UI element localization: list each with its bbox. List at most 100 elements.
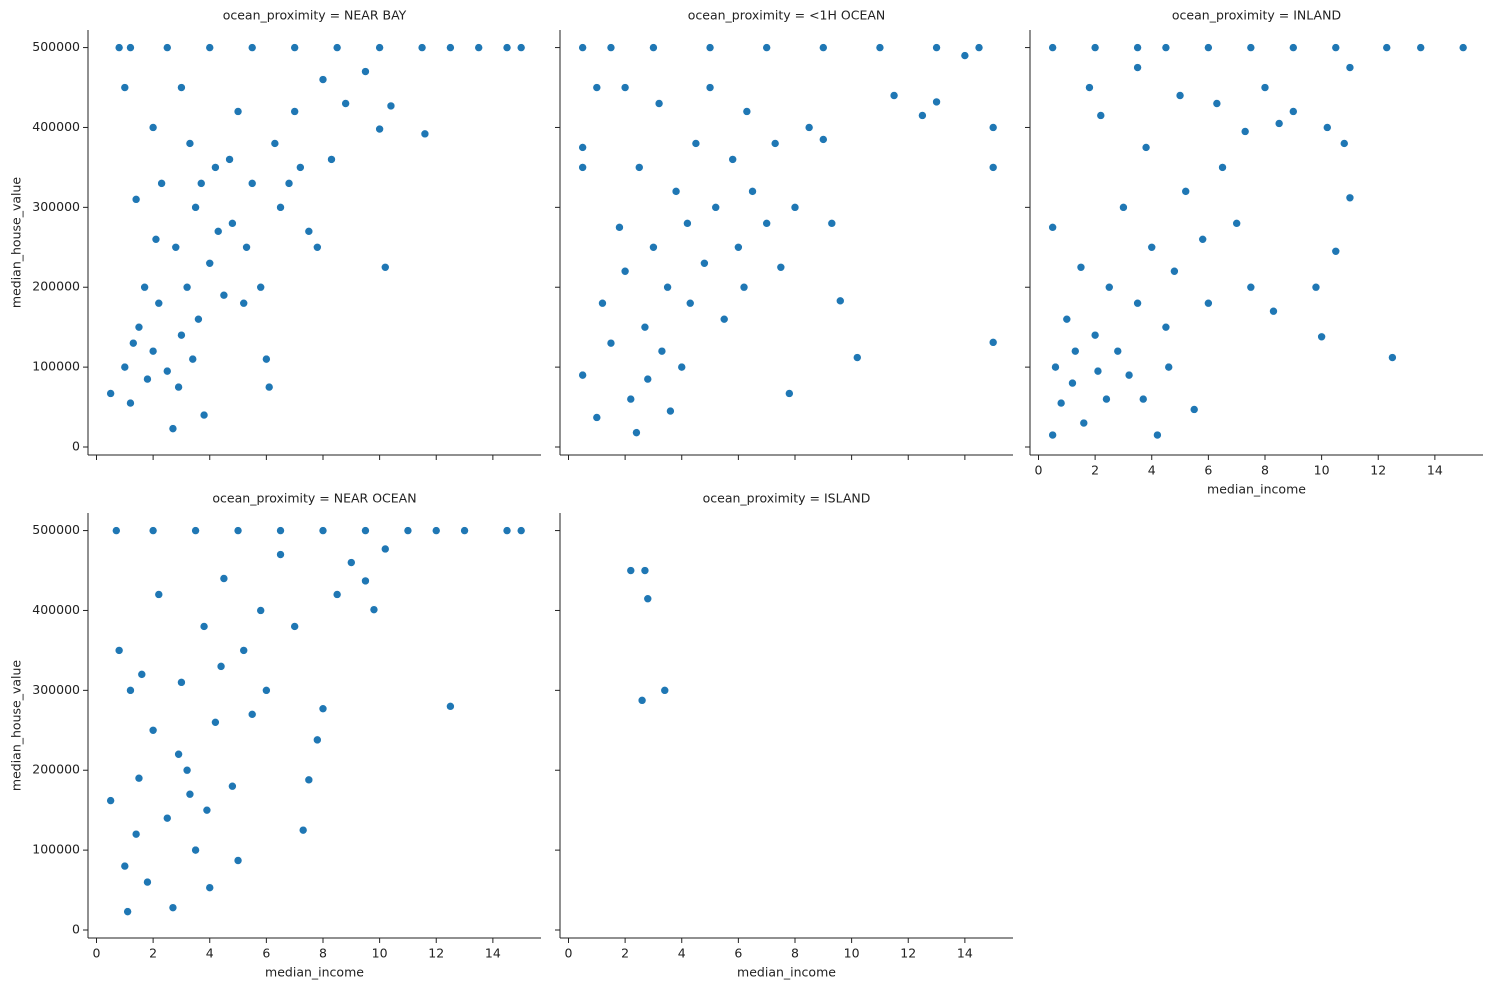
point [242,242,251,252]
point [191,845,200,855]
point [361,526,370,535]
x-tick-label: 6 [1204,463,1212,478]
y-axis-label: median_house_value [9,660,24,792]
x-tick-label: 14 [1427,463,1443,478]
point [126,43,135,52]
point [1204,298,1213,308]
point [988,163,998,172]
point [1085,83,1094,92]
point [683,219,692,228]
point [1416,43,1426,52]
point [1218,163,1227,172]
point [304,227,314,236]
point [120,362,130,372]
point [988,123,998,132]
point [347,558,356,567]
point [148,123,158,132]
point [199,622,209,631]
point [1289,43,1298,52]
point [318,526,328,535]
point [762,43,771,52]
point [213,227,223,236]
point [162,43,172,52]
x-tick-label: 4 [678,946,686,961]
point [361,67,370,76]
point [988,338,998,347]
point [649,242,658,252]
x-tick-label: 2 [1091,463,1099,478]
point [123,907,132,916]
point [705,43,715,52]
point [233,526,243,535]
point [1102,394,1111,404]
point [290,622,299,631]
point [502,43,512,52]
point [578,163,587,172]
point [1331,246,1341,256]
point [114,646,124,655]
point [634,163,644,172]
y-tick-label: 300000 [32,199,80,214]
point [114,43,124,52]
point [262,354,271,364]
point [626,394,636,404]
point [143,877,152,887]
point [134,322,144,332]
point [685,298,695,308]
x-tick-label: 0 [565,946,573,961]
point [666,406,675,416]
point [162,366,172,376]
point [143,374,152,384]
point [151,235,161,244]
x-axis-label: median_income [265,965,364,980]
point [233,107,243,116]
point [1246,43,1256,52]
point [185,789,195,799]
point [205,883,215,892]
point [247,43,257,52]
point [290,107,299,116]
point [202,805,212,815]
point [660,686,670,695]
point [219,574,229,583]
point [974,43,984,52]
facet: ocean_proximity = ISLAND 0 2 4 6 8 10 12 14 media… [555,491,1013,980]
point [1133,63,1142,72]
point [188,354,198,364]
point [177,678,186,687]
point [640,566,650,575]
point [403,526,413,535]
point [1141,143,1151,152]
point [1147,242,1157,252]
point [327,155,336,164]
point [1189,405,1199,414]
point [1096,111,1106,120]
point [239,646,249,655]
point [298,825,308,835]
point [446,702,455,711]
point [233,856,243,865]
point [369,605,379,614]
point [168,903,178,912]
x-tick-label: 10 [1314,463,1330,478]
point [1311,282,1321,292]
point [332,43,342,52]
point [256,606,266,615]
point [474,43,484,52]
point [431,526,441,535]
point [313,242,322,252]
point [776,262,786,272]
x-tick-label: 4 [1148,463,1156,478]
facet-title: ocean_proximity = NEAR BAY [223,8,407,23]
point [1382,43,1392,52]
point [578,143,587,152]
point [1388,353,1397,362]
point [276,550,285,559]
point [1345,63,1355,72]
point [1133,43,1142,52]
point [1062,314,1072,324]
point [739,282,749,292]
point [129,338,138,348]
point [918,111,927,120]
